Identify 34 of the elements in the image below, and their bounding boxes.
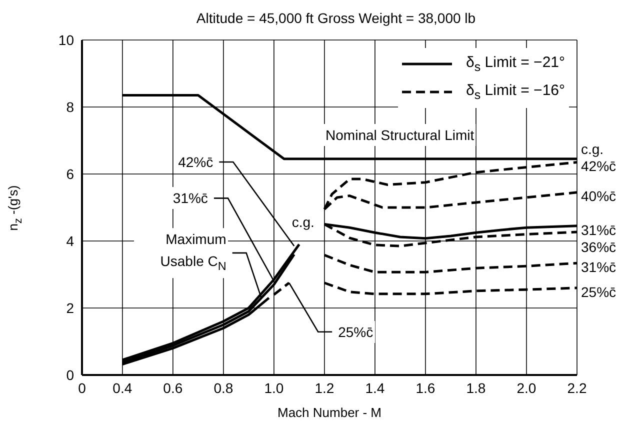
- x-tick-label: 1.4: [365, 380, 385, 396]
- legend-label: δ$_{s}$ Limit = −16°: [466, 82, 565, 102]
- annotation: 25%c̄: [336, 320, 376, 343]
- annotation: 42%c̄: [176, 151, 216, 174]
- y-tick-label: 10: [58, 32, 74, 48]
- x-tick-label: 0.6: [163, 380, 183, 396]
- annotation: c.g.: [290, 211, 316, 234]
- text: c.g.: [581, 141, 604, 158]
- y-tick-label: 0: [66, 366, 74, 383]
- x-tick-label: 1.8: [466, 380, 486, 396]
- annotation: 36%c̄: [581, 238, 616, 255]
- legend-label: δ$_{s}$ Limit = −21°: [466, 54, 565, 74]
- x-tick-label: 0: [78, 380, 86, 396]
- y-tick-label: 4: [66, 232, 74, 249]
- y-tick-label: 2: [66, 300, 74, 316]
- annotation: 31%c̄: [170, 187, 210, 210]
- y-tick-label: 8: [66, 98, 74, 115]
- x-tick-label: 0.8: [214, 380, 234, 396]
- annotation: 31%c̄: [581, 222, 616, 238]
- annotation: Maximum Usable C$_{N}$: [134, 228, 228, 278]
- annotation: 25%c̄: [581, 284, 616, 300]
- x-axis-title: Mach Number - M: [276, 405, 383, 420]
- y-tick-label: 6: [66, 166, 74, 182]
- x-tick-label: 2.0: [516, 380, 536, 396]
- x-tick-label: 0.4: [112, 380, 132, 396]
- chart-title: Altitude = 45,000 ft Gross Weight = 38,000 lb: [195, 10, 477, 26]
- x-tick-label: 1.0: [264, 380, 284, 396]
- annotation: 31%c̄: [581, 259, 616, 276]
- x-tick-label: 1.2: [314, 380, 334, 396]
- x-tick-label: 1.6: [416, 380, 436, 396]
- annotation: 40%c̄: [581, 188, 616, 204]
- annotation: Nominal Structural Limit: [324, 124, 476, 146]
- x-tick-label: 2.2: [567, 380, 587, 396]
- annotation: 42%c̄: [581, 158, 616, 174]
